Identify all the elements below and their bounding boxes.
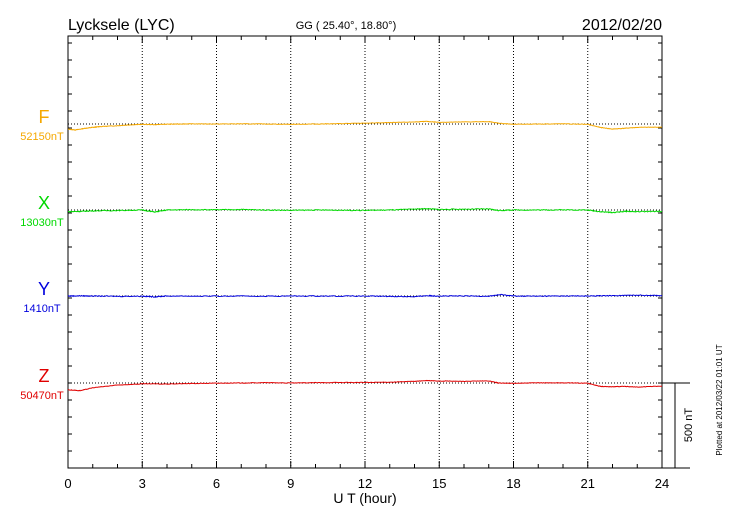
series-name-f: F [39,107,50,127]
series-baseline-y: 1410nT [23,303,61,315]
x-tick-label: 6 [213,476,220,491]
series-line-x [68,207,663,214]
series-lines [67,120,663,392]
x-tick-label: 15 [432,476,446,491]
x-tick-label: 24 [655,476,669,491]
x-tick-label: 12 [358,476,372,491]
axis-ticks [67,36,663,469]
series-line-z [67,379,663,392]
station-title: Lycksele (LYC) [68,17,175,34]
plotted-note: Plotted at 2012/03/22 01:01 UT [715,344,724,455]
series-name-x: X [38,193,50,213]
series-labels: F 52150nT X 13030nT Y 1410nT Z 50470nT [20,107,64,402]
series-line-f [67,120,662,131]
scale-bar: 500 nT [662,382,695,469]
x-tick-label: 18 [506,476,520,491]
x-tick-label: 21 [581,476,595,491]
series-name-y: Y [38,279,50,299]
grid [68,36,662,468]
series-baseline-x: 13030nT [20,217,64,229]
x-tick-labels: 0 3 6 9 12 15 18 21 24 [64,476,669,491]
series-baseline-z: 50470nT [20,390,64,402]
scale-bar-label: 500 nT [683,408,695,443]
x-tick-label: 0 [64,476,71,491]
x-tick-label: 3 [139,476,146,491]
x-axis-label: U T (hour) [333,490,396,506]
series-baseline-f: 52150nT [20,131,64,143]
series-name-z: Z [39,366,50,386]
series-line-y [67,293,663,298]
x-tick-label: 9 [287,476,294,491]
coordinates-label: GG ( 25.40°, 18.80°) [296,20,397,32]
date-label: 2012/02/20 [582,17,662,34]
